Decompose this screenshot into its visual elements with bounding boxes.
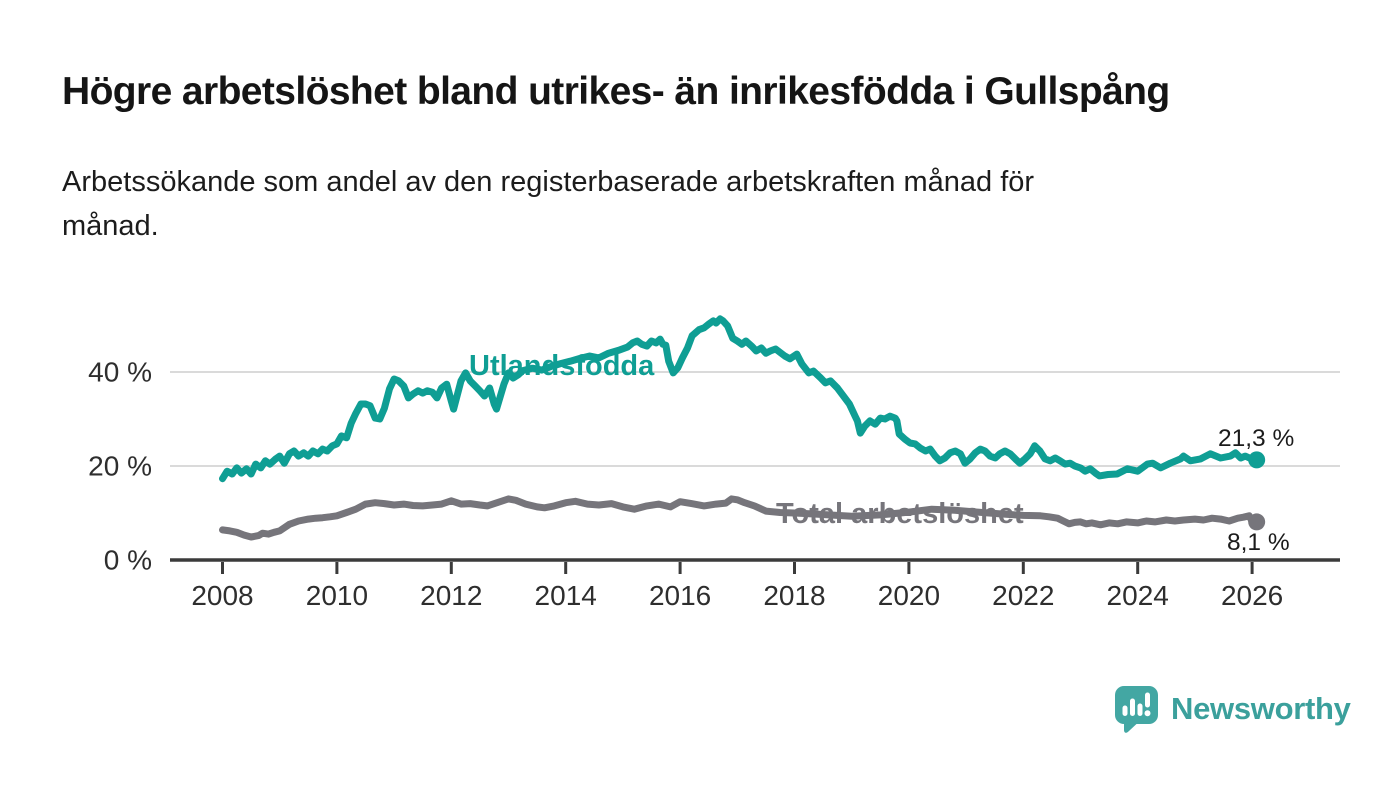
- x-tick-label: 2018: [763, 580, 825, 611]
- end-value-label-total: 8,1 %: [1227, 529, 1290, 556]
- y-tick-label: 0 %: [104, 545, 152, 576]
- x-tick-label: 2022: [992, 580, 1054, 611]
- page-title: Högre arbetslöshet bland utrikes- än inr…: [62, 70, 1170, 113]
- x-tick-label: 2010: [306, 580, 368, 611]
- newsworthy-logo-icon: [1115, 686, 1158, 733]
- chart-subtitle-line2: månad.: [62, 210, 159, 242]
- x-tick-label: 2008: [191, 580, 253, 611]
- chart-subtitle: Arbetssökande som andel av den registerb…: [62, 160, 1034, 248]
- x-tick-label: 2026: [1221, 580, 1283, 611]
- x-tick-label: 2016: [649, 580, 711, 611]
- logo-bar-3: [1137, 703, 1143, 716]
- x-tick-label: 2020: [878, 580, 940, 611]
- y-tick-label: 20 %: [88, 451, 152, 482]
- logo-bubble-shape: [1115, 686, 1158, 733]
- logo-bar-2: [1130, 698, 1135, 716]
- newsworthy-logo: Newsworthy: [1113, 685, 1351, 733]
- series-line-utlandsfodda: [219, 315, 1261, 483]
- end-value-label-utlandsfodda: 21,3 %: [1218, 425, 1295, 452]
- x-tick-label: 2024: [1107, 580, 1169, 611]
- series-label-total-arbetsloshet: Total arbetslöshet: [776, 498, 1024, 530]
- end-dot-total: [1248, 513, 1266, 531]
- series-label-utlandsfodda: Utlandsfödda: [469, 350, 655, 382]
- x-tick-label: 2014: [535, 580, 597, 611]
- end-dot-utlandsfodda: [1248, 451, 1266, 469]
- logo-exclamation-dot: [1144, 710, 1151, 717]
- y-tick-label: 40 %: [88, 357, 152, 388]
- chart-subtitle-line1: Arbetssökande som andel av den registerb…: [62, 166, 1035, 198]
- logo-exclamation-bar: [1145, 692, 1150, 708]
- x-tick-label: 2012: [420, 580, 482, 611]
- newsworthy-logo-text: Newsworthy: [1171, 691, 1351, 726]
- series-line-total: [219, 495, 1261, 541]
- logo-bar-1: [1122, 705, 1128, 716]
